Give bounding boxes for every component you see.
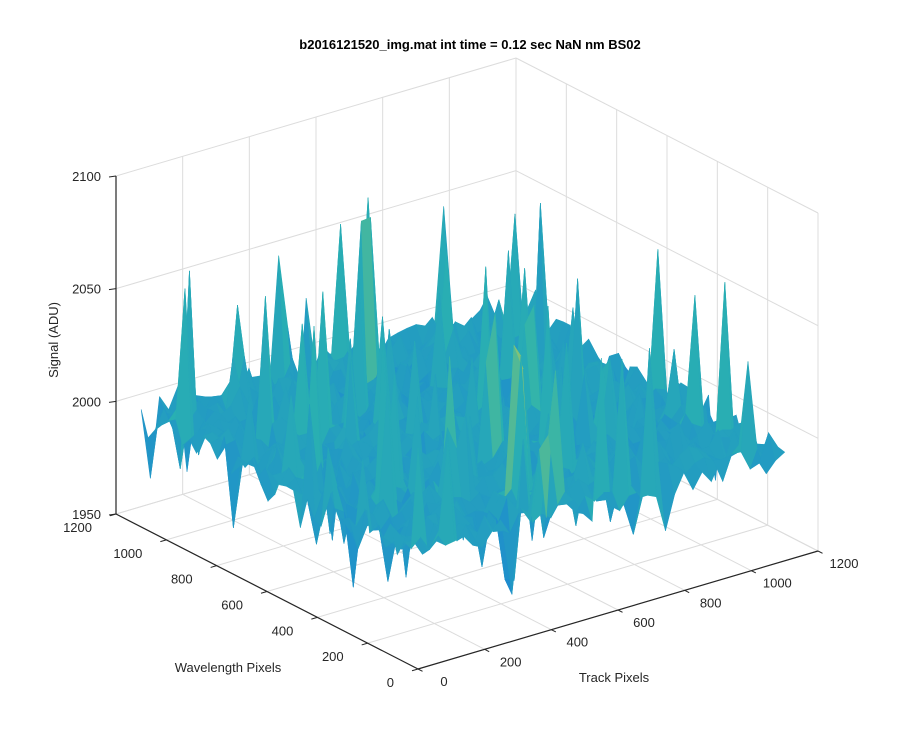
y-tick [411, 668, 419, 672]
x-tick [817, 550, 823, 554]
y-tick-label: 1200 [63, 520, 92, 535]
grid-line [317, 498, 718, 618]
x-tick-label: 800 [700, 595, 722, 610]
z-tick [108, 513, 117, 516]
z-tick-label: 1950 [72, 507, 101, 522]
x-tick-label: 1000 [763, 576, 792, 591]
x-tick [551, 629, 557, 633]
y-tick [210, 565, 217, 568]
grid-line [115, 57, 517, 177]
z-tick-label: 2100 [72, 169, 101, 184]
y-tick-label: 200 [322, 649, 344, 664]
grid-line [367, 524, 768, 644]
y-tick [361, 642, 368, 646]
surface-patch [768, 432, 786, 462]
surface-layer [140, 197, 786, 596]
x-tick-label: 400 [566, 635, 588, 650]
z-tick-label: 2050 [72, 282, 101, 297]
z-axis-label: Signal (ADU) [46, 302, 61, 378]
grid-line [515, 57, 819, 214]
x-tick-label: 600 [633, 615, 655, 630]
y-tick-label: 1000 [113, 546, 142, 561]
z-tick-label: 2000 [72, 394, 101, 409]
chart-title: b2016121520_img.mat int time = 0.12 sec … [299, 37, 640, 52]
x-tick-label: 1200 [830, 556, 859, 571]
z-tick [108, 288, 117, 291]
y-tick-label: 400 [272, 623, 294, 638]
y-axis-label: Wavelength Pixels [175, 660, 282, 675]
y-tick-label: 600 [221, 598, 243, 613]
x-tick [751, 570, 757, 574]
x-axis-label: Track Pixels [579, 670, 650, 685]
y-tick [260, 591, 268, 594]
x-tick [684, 589, 690, 594]
y-tick [311, 616, 318, 620]
z-tick [108, 400, 117, 403]
y-tick-label: 800 [171, 572, 193, 587]
x-tick-label: 0 [440, 674, 447, 689]
grid-line [515, 170, 819, 327]
x-tick-label: 200 [500, 654, 522, 669]
z-tick [108, 175, 117, 178]
x-tick [617, 609, 623, 613]
x-tick [484, 648, 490, 653]
y-tick [160, 539, 167, 543]
grid-line [115, 170, 517, 290]
y-tick-label: 0 [387, 675, 394, 690]
x-tick [417, 668, 423, 672]
tick-layer: 0 200 400 600 800 1000 1200 0 200 400 600 800 1000 12… [63, 169, 858, 690]
grid-line [515, 282, 819, 439]
